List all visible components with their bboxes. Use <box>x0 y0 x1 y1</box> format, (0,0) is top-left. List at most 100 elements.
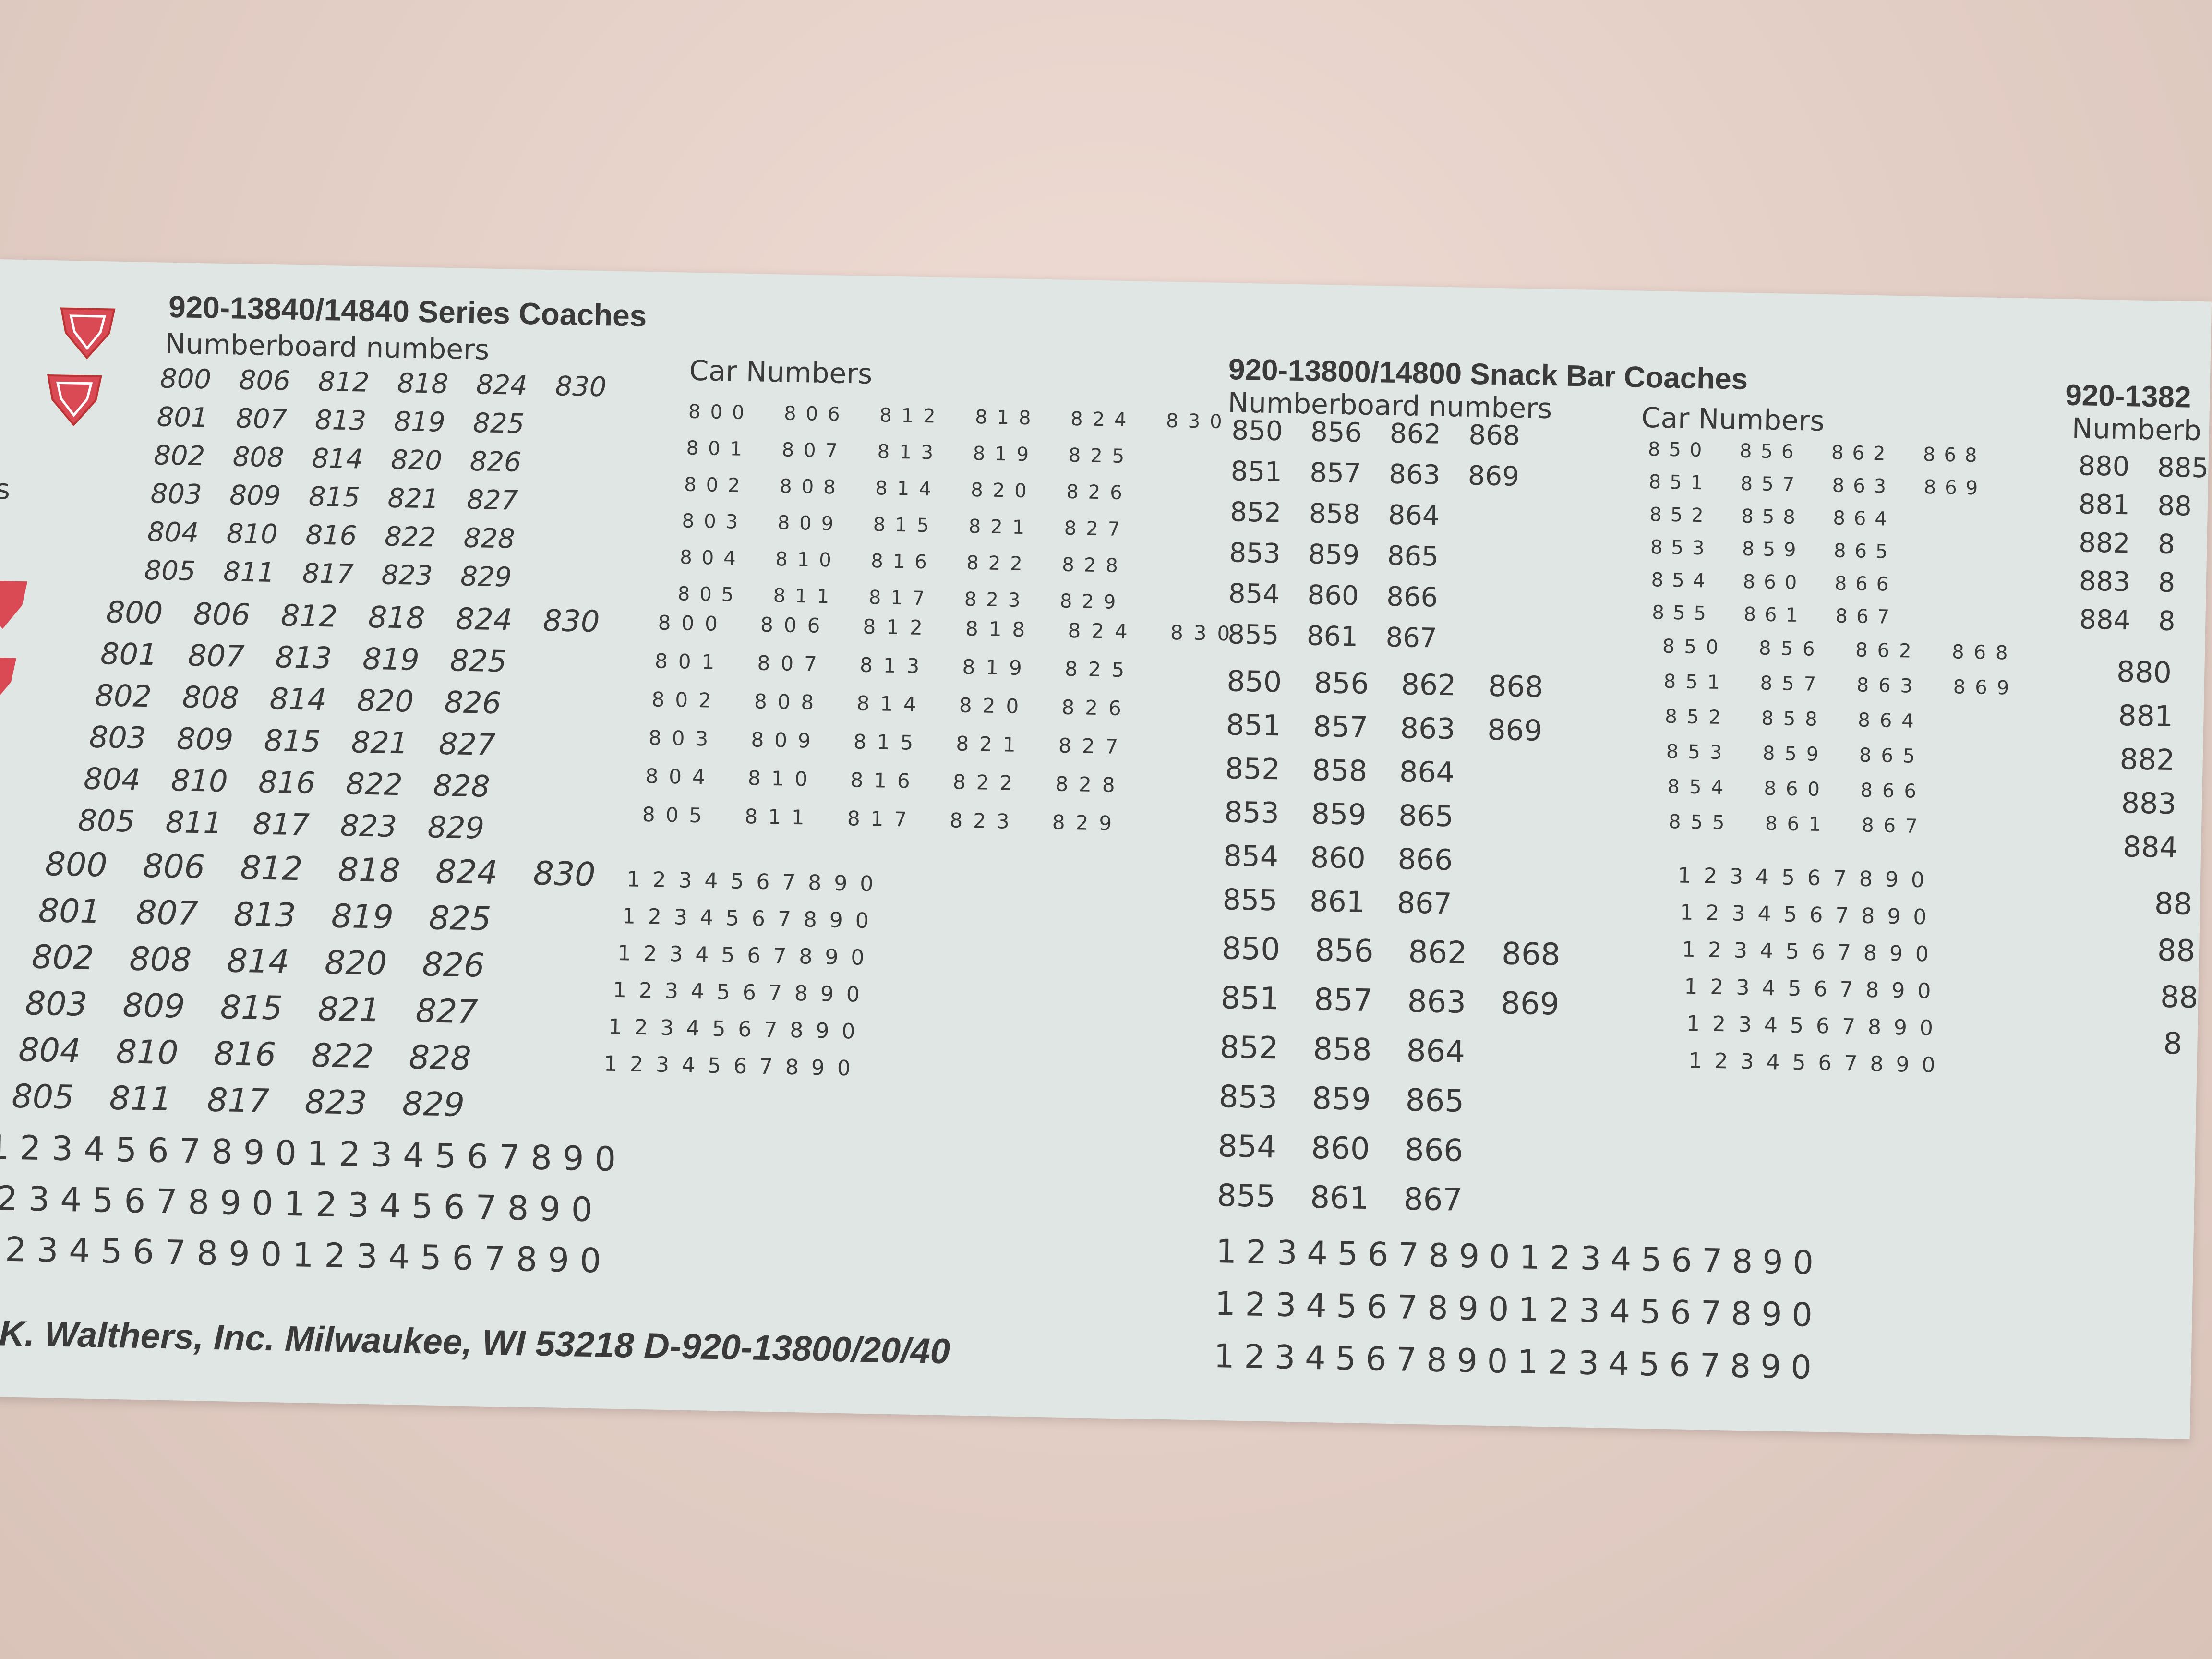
numberboard-row: 88 <box>2160 979 2199 1015</box>
car-number-row: 853 859 865 <box>1650 536 1897 563</box>
large-digit-row: 2345678901234567890 <box>4 1229 613 1281</box>
car-number-row: 854 860 866 <box>1667 775 1926 803</box>
car-number-row: 800 806 812 818 824 830 <box>658 611 1241 646</box>
numberboard-row: 854 860 866 <box>1217 1129 1464 1169</box>
car-number-row: 851 857 863 869 <box>1663 670 2019 699</box>
numberboard-row: 853 859 865 <box>1229 537 1439 573</box>
large-digit-row: 12345678901234567890 <box>0 1127 627 1179</box>
numberboard-row: 850 856 862 868 <box>1231 415 1521 452</box>
numberboard-row: 802 808 814 820 826 <box>94 677 502 721</box>
label: Car Numbers <box>689 354 873 390</box>
numberboard-row: 852 858 864 <box>1229 496 1440 532</box>
numberboard-row: 854 860 866 <box>1228 578 1438 613</box>
numberboard-row: 851 857 863 869 <box>1220 980 1560 1022</box>
numberboard-row: 881 88 <box>2078 489 2192 522</box>
numberboard-row: 805 811 817 823 829 <box>77 803 485 846</box>
digit-row: 1234567890 <box>1682 937 1942 967</box>
numberboard-row: 880 885 <box>2078 450 2209 484</box>
car-number-row: 852 858 864 <box>1664 705 1924 733</box>
decal-sheet: s 920-13840/14840 Series Coaches Numberboa… <box>0 259 2212 1440</box>
numberboard-row: 801 807 813 819 825 <box>100 636 507 679</box>
numberboard-row: 850 856 862 868 <box>1221 931 1561 973</box>
digit-row: 1234567890 <box>1688 1048 1948 1078</box>
car-number-row: 802 808 814 820 826 <box>651 687 1132 721</box>
edge-text: s <box>0 472 11 506</box>
numberboard-row: 805 811 817 823 829 <box>144 554 512 593</box>
numberboard-row: 853 859 865 <box>1218 1079 1465 1119</box>
footer-text: . K. Walthers, Inc. Milwaukee, WI 53218 … <box>0 1312 950 1371</box>
car-number-row: 801 807 813 819 825 <box>686 437 1134 468</box>
digit-row: 1234567890 <box>617 940 877 971</box>
car-number-row: 801 807 813 819 825 <box>654 649 1135 682</box>
large-digit-row: 2345678901234567890 <box>0 1178 604 1230</box>
car-number-row: 802 808 814 820 826 <box>684 473 1132 505</box>
digit-row: 1234567890 <box>1677 863 1937 893</box>
numberboard-row: 884 8 <box>2079 604 2176 637</box>
numberboard-row: 800 806 812 818 824 830 <box>45 845 596 894</box>
numberboard-row: 801 807 813 819 825 <box>156 401 525 440</box>
numberboard-row: 881 <box>2117 698 2174 734</box>
numberboard-row: 805 811 817 823 829 <box>11 1077 465 1124</box>
label: Numberboard numbers <box>165 327 490 366</box>
numberboard-row: 853 859 865 <box>1224 795 1454 834</box>
label: Car Numbers <box>1641 401 1825 438</box>
numberboard-row: 801 807 813 819 825 <box>38 891 492 938</box>
numberboard-row: 882 <box>2119 742 2175 778</box>
large-digit-row: 12345678901234567890 <box>1213 1337 1822 1387</box>
numberboard-row: 802 808 814 820 826 <box>153 440 522 478</box>
numberboard-row: 88 <box>2157 932 2196 969</box>
numberboard-row: 883 8 <box>2079 565 2176 599</box>
car-number-row: 804 810 816 822 828 <box>645 764 1126 797</box>
car-number-row: 804 810 816 822 828 <box>679 546 1128 577</box>
car-number-row: 854 860 866 <box>1651 569 1898 596</box>
numberboard-row: 804 810 816 822 828 <box>83 761 491 804</box>
label: Numberb <box>2071 411 2202 447</box>
car-number-row: 800 806 812 818 824 830 <box>688 400 1232 433</box>
numberboard-row: 803 809 815 821 827 <box>89 719 496 762</box>
car-number-row: 853 859 865 <box>1666 740 1925 768</box>
numberboard-row: 802 808 814 820 826 <box>31 938 485 985</box>
numberboard-row: 851 857 863 869 <box>1226 708 1543 748</box>
numberboard-row: 804 810 816 822 828 <box>18 1031 472 1078</box>
keystone-logo <box>60 307 116 360</box>
keystone-logo <box>47 374 102 427</box>
car-number-row: 850 856 862 868 <box>1662 635 2018 664</box>
car-number-row: 850 856 862 868 <box>1647 438 1986 467</box>
numberboard-row: 851 857 863 869 <box>1230 456 1520 493</box>
car-number-row: 805 811 817 823 829 <box>642 802 1123 836</box>
numberboard-row: 850 856 862 868 <box>1226 664 1544 704</box>
keystone-logo <box>0 657 17 706</box>
numberboard-row: 855 861 867 <box>1227 619 1438 654</box>
large-digit-row: 12345678901234567890 <box>1214 1285 1823 1335</box>
digit-row: 1234567890 <box>1686 1011 1946 1041</box>
section-title: 920-1382 <box>2065 378 2192 414</box>
numberboard-row: 803 809 815 821 827 <box>24 985 479 1032</box>
numberboard-row: 880 <box>2116 655 2172 690</box>
numberboard-row: 855 861 867 <box>1222 883 1453 921</box>
car-number-row: 852 858 864 <box>1649 504 1896 530</box>
numberboard-row: 804 810 816 822 828 <box>147 517 516 555</box>
digit-row: 1234567890 <box>613 977 873 1008</box>
car-number-row: 803 809 815 821 827 <box>648 726 1129 759</box>
car-number-row: 855 861 867 <box>1652 601 1899 629</box>
keystone-logo <box>0 580 28 629</box>
numberboard-row: 882 8 <box>2078 527 2176 561</box>
digit-row: 1234567890 <box>608 1014 868 1044</box>
car-number-row: 803 809 815 821 827 <box>682 510 1130 541</box>
digit-row: 1234567890 <box>622 904 882 934</box>
digit-row: 1234567890 <box>1684 974 1944 1004</box>
digit-row: 1234567890 <box>1680 900 1939 930</box>
car-number-row: 805 811 817 823 829 <box>677 583 1126 614</box>
numberboard-row: 852 858 864 <box>1225 752 1455 790</box>
numberboard-row: 854 860 866 <box>1223 839 1453 878</box>
section-title: 920-13840/14840 Series Coaches <box>168 289 647 333</box>
numberboard-row: 883 <box>2121 786 2177 821</box>
car-number-row: 851 857 863 869 <box>1648 471 1987 500</box>
numberboard-row: 884 <box>2122 830 2178 865</box>
numberboard-row: 8 <box>2163 1025 2183 1061</box>
numberboard-row: 88 <box>2154 886 2193 922</box>
large-digit-row: 12345678901234567890 <box>1215 1233 1824 1283</box>
numberboard-row: 855 861 867 <box>1216 1178 1463 1218</box>
digit-row: 1234567890 <box>603 1051 864 1081</box>
